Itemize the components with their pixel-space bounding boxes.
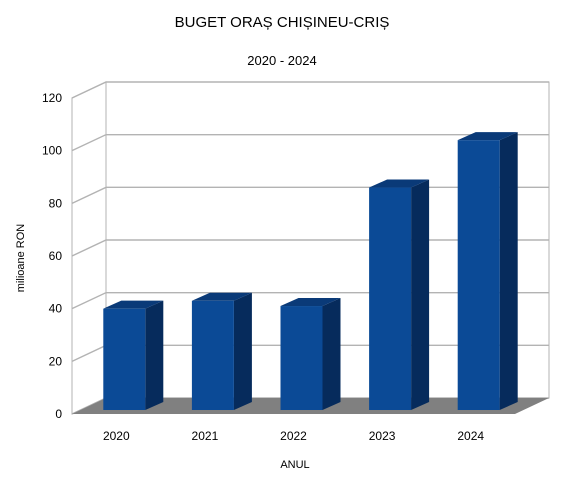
bar-top <box>457 132 518 141</box>
y-tick-label: 60 <box>49 249 63 263</box>
bar-front <box>191 300 234 410</box>
bar-front <box>457 140 500 410</box>
x-axis-label: ANUL <box>280 459 309 471</box>
x-tick-label: 2023 <box>369 429 396 443</box>
chart-title: BUGET ORAȘ CHIȘINEU-CRIȘ <box>175 14 390 31</box>
y-tick-label: 120 <box>42 91 62 105</box>
gridline <box>71 133 549 152</box>
bar-top <box>280 298 341 307</box>
bar-top <box>369 179 430 188</box>
y-tick-label: 80 <box>49 196 63 210</box>
bar-front <box>369 187 412 410</box>
x-tick-labels: 2020 2021 2022 2023 2024 <box>103 429 484 443</box>
bar-side <box>322 298 341 410</box>
bar-front <box>280 306 323 410</box>
x-tick-label: 2020 <box>103 429 130 443</box>
chart-subtitle: 2020 - 2024 <box>247 53 316 68</box>
bar-side <box>145 300 164 410</box>
x-tick-label: 2021 <box>192 429 219 443</box>
bars <box>103 132 518 410</box>
bar-side <box>499 132 518 410</box>
y-tick-label: 100 <box>42 144 62 158</box>
y-tick-labels: 0 20 40 60 80 100 120 <box>42 91 62 421</box>
bar-top <box>191 292 252 301</box>
bar <box>191 292 252 410</box>
bar <box>369 179 430 410</box>
bar-side <box>411 179 430 410</box>
bar-front <box>103 308 146 410</box>
y-tick-label: 0 <box>55 407 62 421</box>
bar <box>457 132 518 410</box>
x-tick-label: 2024 <box>457 429 484 443</box>
x-tick-label: 2022 <box>280 429 307 443</box>
bar <box>280 298 341 410</box>
bar <box>103 300 164 410</box>
bar-top <box>103 300 164 309</box>
y-tick-label: 40 <box>49 302 63 316</box>
bar-side <box>233 292 252 410</box>
gridline <box>71 81 549 99</box>
y-tick-label: 20 <box>49 354 63 368</box>
y-axis-label: milioane RON <box>15 224 27 293</box>
